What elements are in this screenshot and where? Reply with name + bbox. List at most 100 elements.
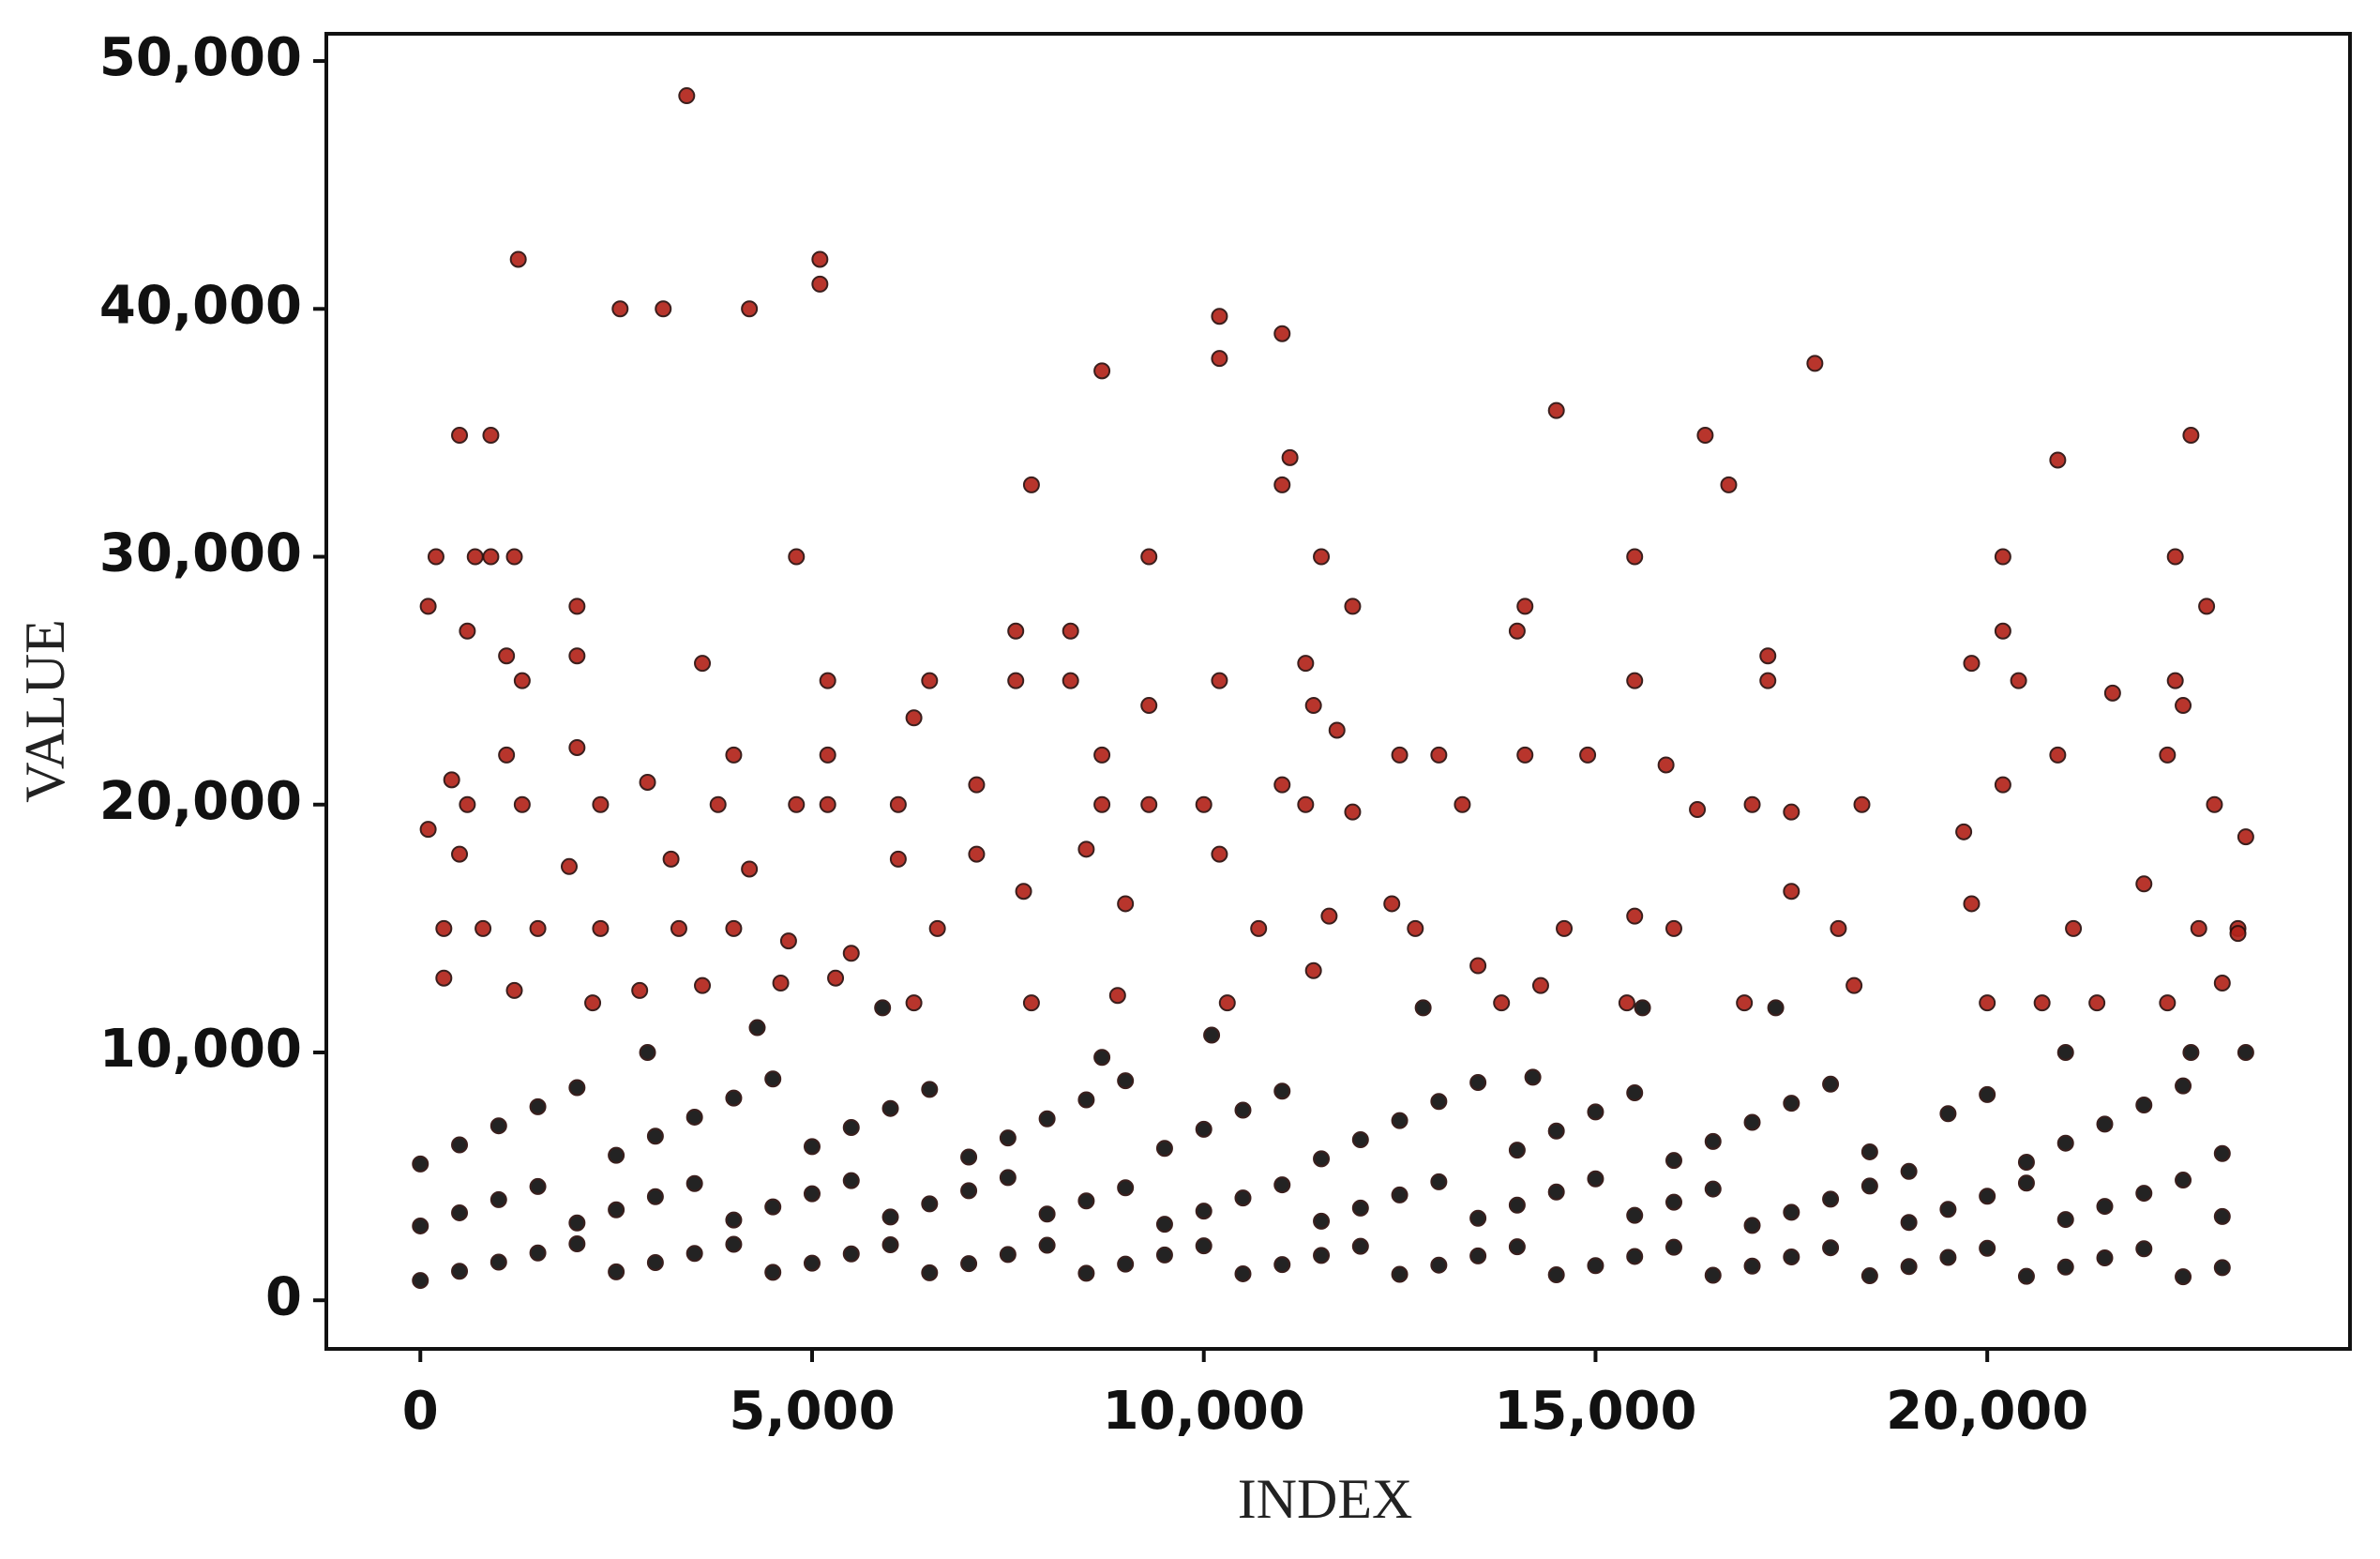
point	[1767, 999, 1785, 1017]
point	[827, 969, 845, 987]
point	[1211, 308, 1228, 325]
points	[412, 87, 2254, 1290]
point	[842, 945, 860, 962]
point	[1062, 672, 1079, 689]
point	[2159, 746, 2177, 764]
point	[1234, 1101, 1252, 1119]
point	[568, 1234, 586, 1252]
point	[435, 919, 453, 937]
plot-frame	[324, 32, 2352, 1351]
point	[1664, 1193, 1682, 1211]
point	[1218, 994, 1236, 1012]
point	[1845, 976, 1863, 994]
point	[1117, 1072, 1135, 1090]
point	[1140, 795, 1158, 813]
x-tick-label: 5,000	[729, 1381, 895, 1442]
point	[2135, 875, 2153, 893]
point	[685, 1174, 703, 1192]
point	[1860, 1267, 1878, 1285]
point	[1759, 672, 1777, 689]
point	[1493, 994, 1511, 1012]
point	[2237, 1043, 2254, 1061]
point	[881, 1236, 899, 1254]
point	[529, 1097, 547, 1115]
point	[2159, 994, 2177, 1012]
point	[513, 672, 531, 689]
point	[1806, 355, 1824, 372]
point	[2010, 672, 2027, 689]
point	[1979, 1085, 1996, 1103]
point	[1414, 999, 1432, 1017]
point	[1234, 1264, 1252, 1282]
point	[1783, 803, 1800, 821]
point	[1391, 746, 1408, 764]
point	[725, 919, 743, 937]
point	[2049, 746, 2067, 764]
point	[1860, 1177, 1878, 1195]
point	[874, 999, 892, 1017]
point	[2103, 684, 2121, 702]
point	[1743, 1257, 1761, 1275]
point	[1093, 362, 1111, 380]
point	[1038, 1110, 1056, 1128]
point	[1822, 1239, 1840, 1257]
point	[1383, 895, 1401, 913]
point	[779, 932, 797, 950]
point	[1022, 994, 1040, 1012]
point	[1211, 350, 1228, 368]
point	[678, 87, 696, 105]
point	[1195, 1203, 1213, 1220]
point	[1140, 548, 1158, 566]
point	[568, 738, 586, 756]
point	[1860, 1143, 1878, 1160]
point	[1979, 994, 1996, 1012]
point	[1077, 840, 1095, 858]
point	[1007, 622, 1025, 640]
point	[1273, 325, 1291, 342]
point	[1469, 1073, 1487, 1091]
point	[2237, 828, 2254, 846]
point	[1015, 883, 1032, 901]
point	[2213, 974, 2231, 991]
point	[1587, 1257, 1604, 1275]
point	[2049, 451, 2067, 469]
point	[646, 1254, 664, 1272]
point	[764, 1264, 782, 1281]
point	[803, 1138, 821, 1156]
point	[881, 1099, 899, 1117]
point	[685, 1245, 703, 1263]
point	[1547, 1183, 1565, 1201]
point	[529, 919, 547, 937]
point	[608, 1201, 625, 1218]
point	[435, 969, 453, 987]
point	[764, 1198, 782, 1216]
point	[1783, 1095, 1800, 1112]
point	[1743, 1113, 1761, 1131]
point	[1516, 598, 1534, 615]
point	[1736, 994, 1754, 1012]
point	[1994, 548, 2011, 566]
point	[412, 1155, 429, 1173]
point	[2175, 1268, 2192, 1286]
point	[1250, 919, 1268, 937]
point	[1547, 1265, 1565, 1283]
point	[1155, 1216, 1173, 1234]
point	[1391, 1265, 1408, 1283]
point	[1391, 1112, 1408, 1129]
point	[1531, 976, 1549, 994]
point	[1626, 907, 1644, 925]
point	[1963, 895, 1981, 913]
point	[968, 776, 986, 794]
point	[1664, 1152, 1682, 1170]
point	[1273, 476, 1291, 493]
point	[1516, 746, 1534, 764]
point	[646, 1128, 664, 1145]
point	[1117, 895, 1135, 913]
point	[1344, 803, 1362, 821]
point	[725, 1089, 743, 1107]
point	[1547, 401, 1565, 419]
point	[443, 771, 460, 789]
point	[694, 976, 712, 994]
point	[1508, 622, 1526, 640]
